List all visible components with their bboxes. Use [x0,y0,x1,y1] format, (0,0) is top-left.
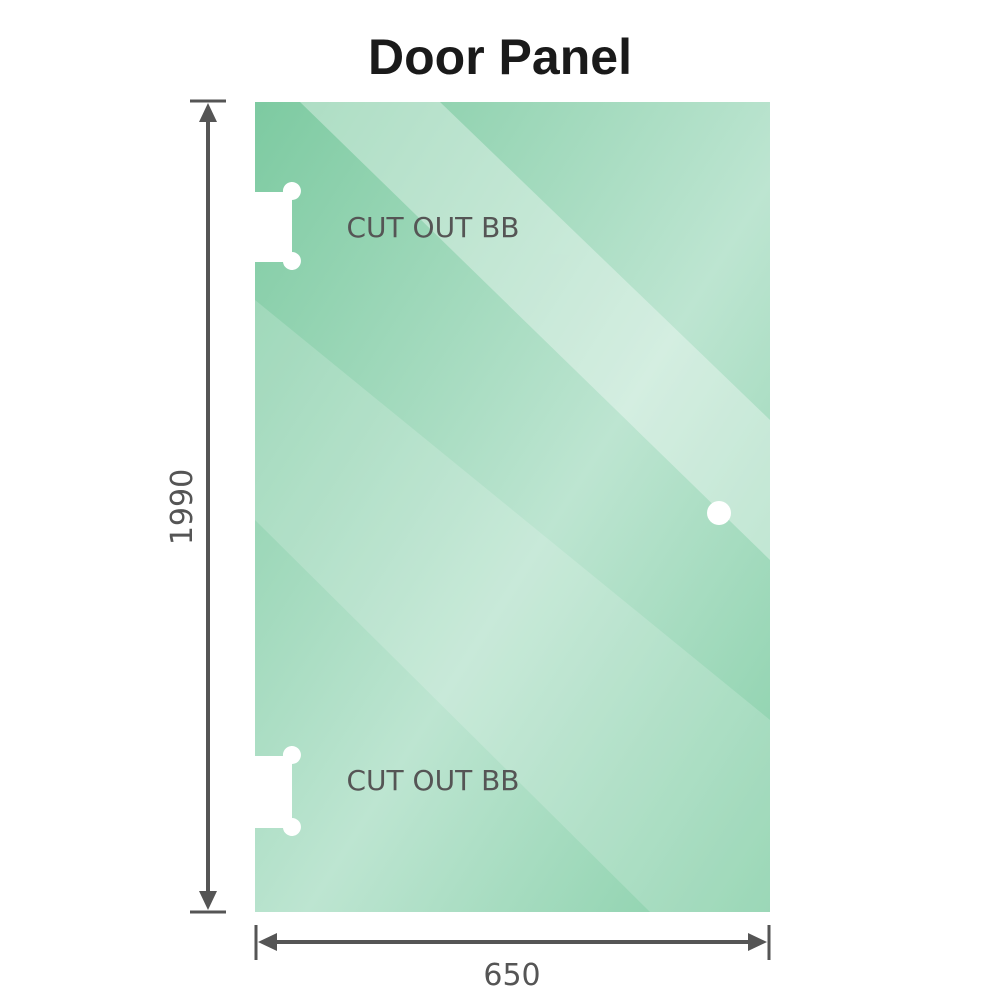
cutout-label-top: CUT OUT BB [346,211,519,244]
hinge-cutout-top [255,182,301,270]
page-title: Door Panel [368,29,632,85]
width-label: 650 [483,958,540,993]
hinge-cutout-bottom [255,746,301,836]
height-label: 1990 [165,469,200,545]
width-dimension-line [254,925,771,960]
height-dimension-line [190,99,226,914]
glass-reflection [300,102,770,560]
glass-panel [255,102,770,912]
glass-reflection [255,300,770,912]
handle-hole [707,501,731,525]
cutout-label-bottom: CUT OUT BB [346,764,519,797]
